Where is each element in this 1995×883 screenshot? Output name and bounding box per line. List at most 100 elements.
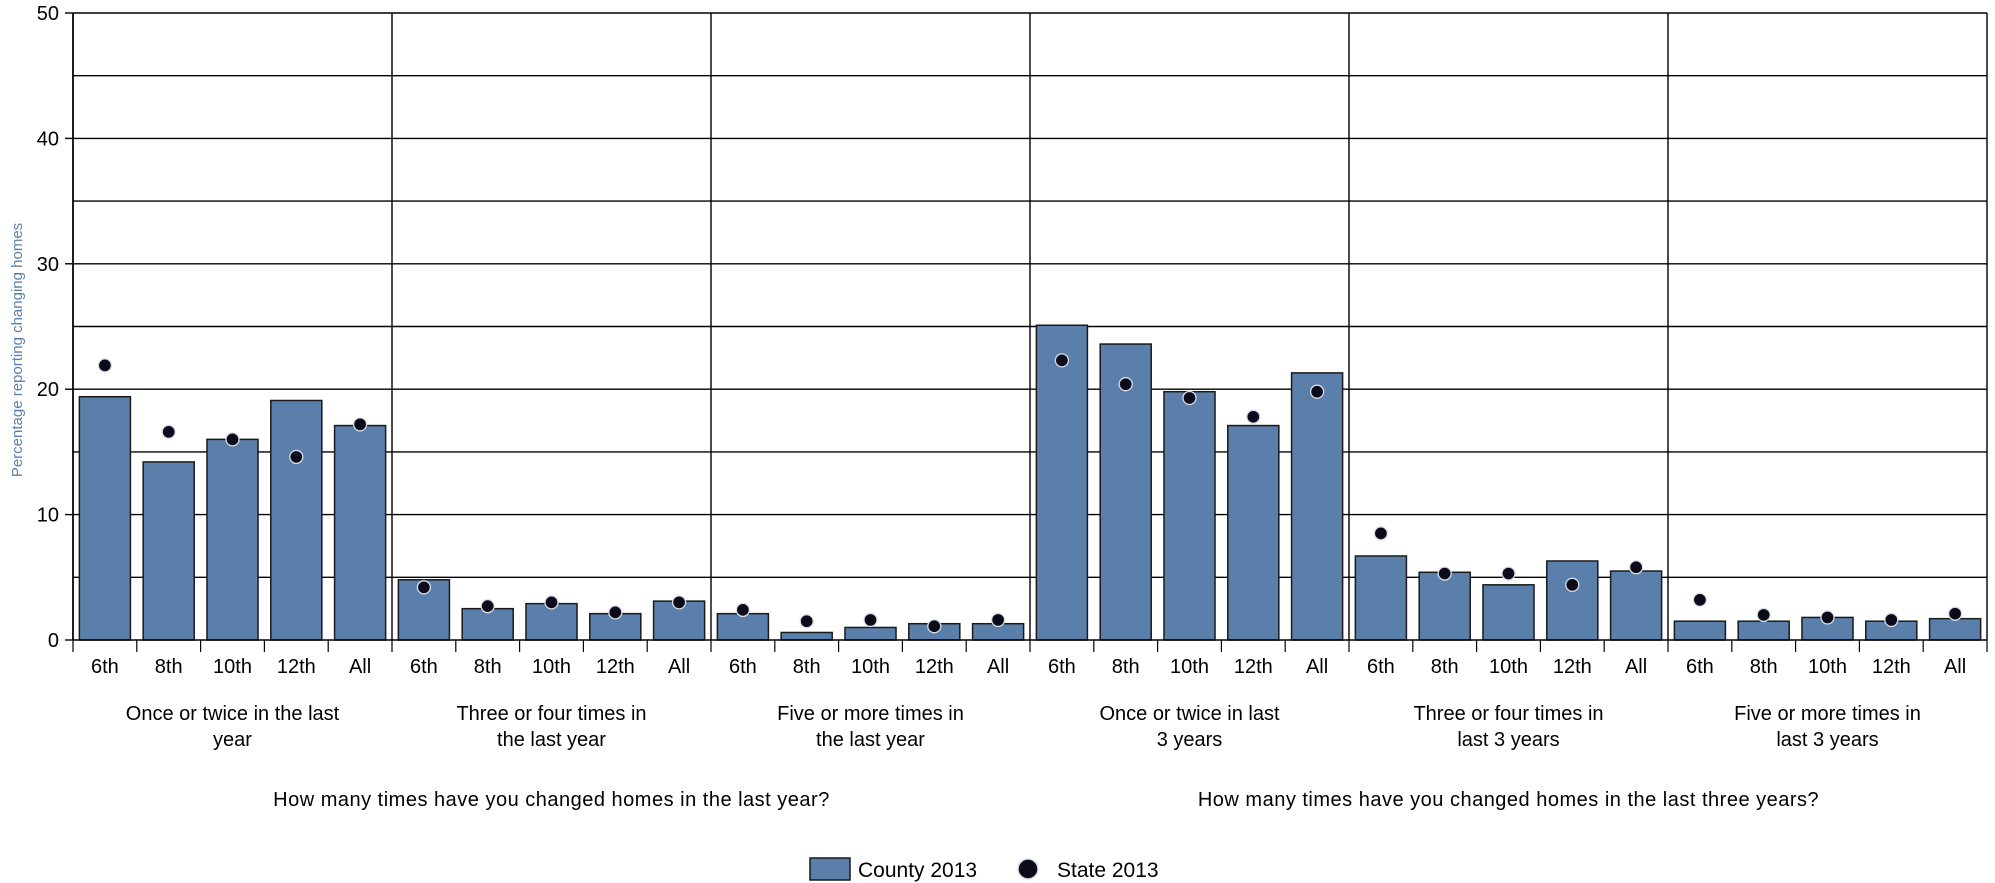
bar-county bbox=[1163, 390, 1216, 641]
dot-state bbox=[1628, 560, 1644, 575]
bar-county bbox=[1928, 617, 1982, 641]
group-label: Five or more times in bbox=[777, 703, 964, 725]
group-label: last 3 years bbox=[1776, 729, 1878, 751]
group-label: Five or more times in bbox=[1734, 703, 1921, 725]
y-tick-label: 10 bbox=[37, 505, 59, 527]
dots-layer bbox=[97, 353, 1963, 634]
legend-state-label: State 2013 bbox=[1057, 859, 1159, 882]
x-tick-label: 6th bbox=[729, 656, 757, 678]
dot-state bbox=[416, 580, 432, 595]
group-label: Three or four times in bbox=[456, 703, 646, 725]
bar-county bbox=[1737, 620, 1790, 641]
legend: County 2013 State 2013 bbox=[809, 857, 1159, 882]
x-tick-label: 8th bbox=[474, 656, 502, 678]
bar-county bbox=[1609, 570, 1663, 641]
dot-state bbox=[1692, 592, 1708, 608]
dot-state bbox=[927, 619, 942, 634]
dot-state bbox=[1820, 610, 1835, 625]
dot-state bbox=[480, 598, 495, 614]
bar-county bbox=[844, 626, 897, 641]
bar-county bbox=[1418, 571, 1471, 641]
bars-layer bbox=[78, 324, 1982, 641]
x-tick-label: All bbox=[668, 656, 690, 678]
dot-state bbox=[1501, 566, 1516, 581]
dot-state bbox=[1246, 409, 1261, 424]
dot-state bbox=[671, 595, 687, 610]
x-tick-label: 6th bbox=[1048, 656, 1076, 678]
x-tick-label: 6th bbox=[1367, 656, 1395, 678]
x-tick-label: 10th bbox=[213, 656, 252, 678]
x-tick-label: 12th bbox=[277, 656, 316, 678]
x-tick-label: 10th bbox=[1170, 656, 1209, 678]
legend-county-label: County 2013 bbox=[858, 859, 977, 882]
x-tick-label: All bbox=[1306, 656, 1328, 678]
dot-state bbox=[1054, 353, 1070, 368]
bar-county bbox=[206, 438, 259, 641]
group-label: the last year bbox=[497, 729, 606, 751]
bar-county bbox=[142, 461, 195, 641]
x-tick-label: 10th bbox=[532, 656, 571, 678]
x-tick-label: 6th bbox=[1686, 656, 1714, 678]
axis-layer: 0 10 20 30 40 50 bbox=[37, 3, 1988, 652]
dot-state bbox=[161, 424, 176, 439]
bar-county bbox=[78, 395, 132, 641]
x-tick-label: All bbox=[1944, 656, 1966, 678]
group-label: last 3 years bbox=[1457, 729, 1559, 751]
legend-county-swatch bbox=[809, 857, 851, 881]
bar-county bbox=[1482, 584, 1535, 641]
x-tick-label: 12th bbox=[1234, 656, 1273, 678]
bar-county bbox=[525, 602, 578, 641]
bar-county bbox=[1227, 424, 1280, 641]
y-tick-label: 40 bbox=[37, 128, 59, 150]
legend-state-dot bbox=[1017, 858, 1039, 880]
dot-state bbox=[1756, 607, 1771, 623]
bar-county bbox=[716, 612, 770, 641]
bar-county bbox=[1099, 343, 1152, 641]
x-tick-label: 12th bbox=[1553, 656, 1592, 678]
x-tick-label: 8th bbox=[155, 656, 183, 678]
dot-state bbox=[289, 449, 304, 465]
dot-state bbox=[352, 417, 368, 432]
group-label: Three or four times in bbox=[1413, 703, 1603, 725]
bar-county bbox=[1354, 555, 1408, 641]
bar-county bbox=[461, 607, 514, 641]
x-tick-label: 6th bbox=[91, 656, 119, 678]
x-tick-label: 6th bbox=[410, 656, 438, 678]
dot-state bbox=[1437, 566, 1452, 581]
x-tick-label: All bbox=[1625, 656, 1647, 678]
question-label: How many times have you changed homes in… bbox=[1198, 789, 1819, 811]
dot-state bbox=[1373, 526, 1389, 541]
bar-county bbox=[333, 424, 387, 641]
bar-county bbox=[1035, 324, 1089, 641]
dot-state bbox=[990, 612, 1006, 628]
dot-state bbox=[799, 614, 814, 629]
dot-state bbox=[1309, 384, 1325, 399]
dot-state bbox=[1118, 377, 1133, 392]
y-tick-label: 50 bbox=[37, 3, 59, 25]
bar-county bbox=[780, 631, 833, 641]
dot-state bbox=[1565, 577, 1580, 592]
bar-county bbox=[1673, 620, 1727, 641]
dot-state bbox=[544, 595, 559, 610]
dot-state bbox=[735, 602, 751, 618]
x-tick-label: All bbox=[349, 656, 371, 678]
x-tick-label: 10th bbox=[851, 656, 890, 678]
question-label: How many times have you changed homes in… bbox=[273, 789, 830, 811]
y-tick-label: 30 bbox=[37, 254, 59, 276]
x-tick-label: 8th bbox=[1750, 656, 1778, 678]
x-tick-label: 12th bbox=[596, 656, 635, 678]
x-tick-label: 8th bbox=[1431, 656, 1459, 678]
dot-state bbox=[1884, 612, 1899, 628]
dot-state bbox=[863, 612, 878, 628]
group-label: the last year bbox=[816, 729, 925, 751]
x-tick-label: 12th bbox=[915, 656, 954, 678]
group-label: 3 years bbox=[1157, 729, 1223, 751]
dot-state bbox=[1947, 606, 1963, 621]
x-tick-label: All bbox=[987, 656, 1009, 678]
x-tick-label: 8th bbox=[1112, 656, 1140, 678]
dot-state bbox=[97, 358, 113, 373]
dot-state bbox=[1182, 390, 1197, 406]
y-tick-label: 0 bbox=[48, 630, 59, 652]
x-tick-label: 8th bbox=[793, 656, 821, 678]
